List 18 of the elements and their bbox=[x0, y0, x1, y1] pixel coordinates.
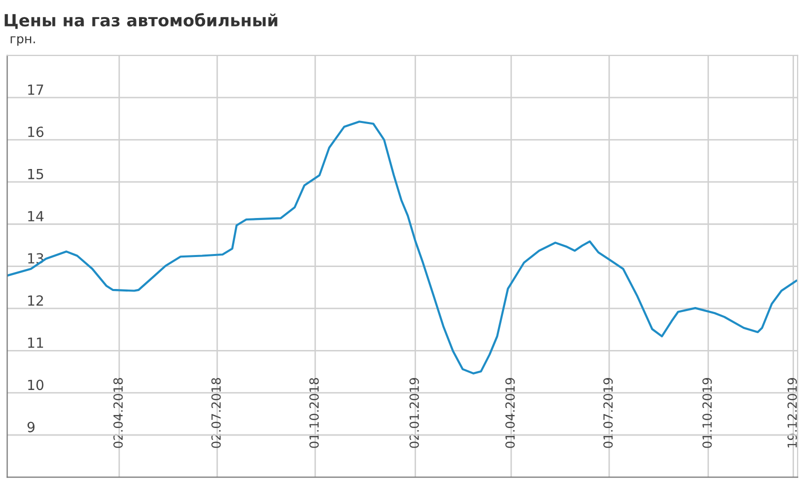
x-tick-label: 01.04.2019 bbox=[505, 378, 515, 448]
y-tick-label: 16 bbox=[28, 126, 44, 138]
y-tick-label: 17 bbox=[28, 84, 44, 95]
x-tick-label: 19.12.2019 bbox=[787, 378, 797, 448]
x-tick-label: 02.01.2019 bbox=[409, 378, 419, 448]
y-tick-label: 14 bbox=[28, 211, 44, 222]
y-tick-label: 12 bbox=[28, 295, 43, 306]
y-tick-label: 15 bbox=[28, 168, 44, 180]
y-axis-title: грн. bbox=[10, 36, 35, 46]
x-tick-label: 02.07.2018 bbox=[211, 378, 221, 448]
chart-title: Цены на газ автомобильный bbox=[4, 13, 278, 29]
x-tick-label: 01.10.2019 bbox=[702, 378, 712, 448]
x-tick-label: 01.07.2019 bbox=[603, 378, 613, 448]
y-tick-label: 10 bbox=[28, 380, 44, 390]
x-tick-label: 01.10.2018 bbox=[309, 378, 319, 448]
y-tick-label: 11 bbox=[28, 338, 44, 348]
y-tick-label: 9 bbox=[28, 422, 35, 432]
x-tick-label: 02.04.2018 bbox=[113, 378, 123, 448]
